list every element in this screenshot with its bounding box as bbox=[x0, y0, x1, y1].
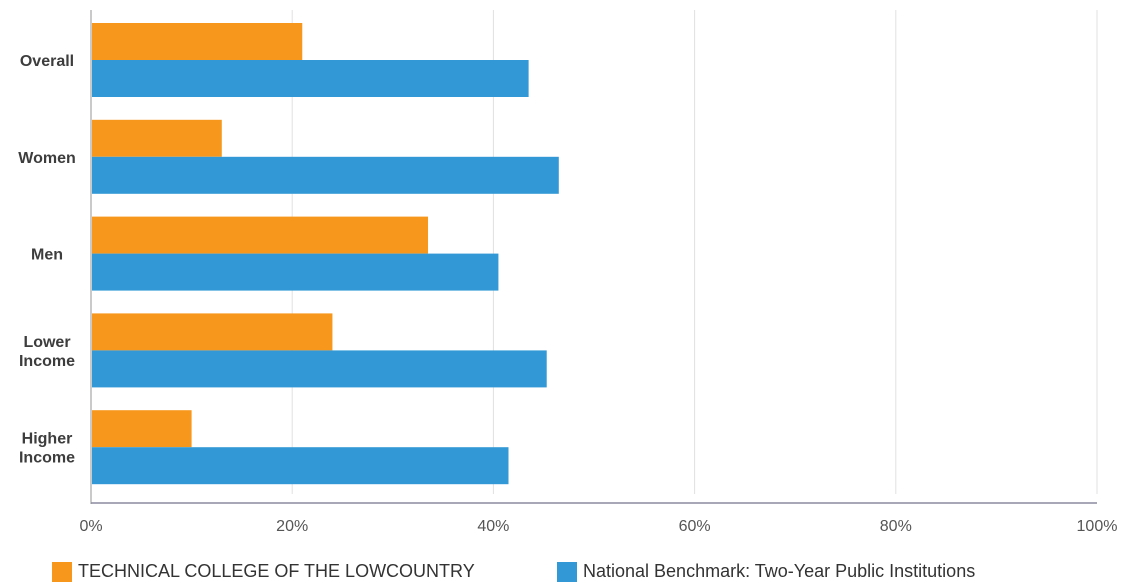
legend: TECHNICAL COLLEGE OF THE LOWCOUNTRY Nati… bbox=[0, 560, 1121, 583]
bar-college[interactable] bbox=[92, 119, 222, 157]
category-label: Women bbox=[18, 150, 75, 167]
category-label: Men bbox=[31, 247, 63, 264]
axes bbox=[90, 10, 1097, 504]
legend-swatch-benchmark bbox=[557, 561, 577, 582]
bar-benchmark[interactable] bbox=[92, 156, 559, 194]
category-label: Lower Income bbox=[19, 334, 75, 370]
x-tick-label: 0% bbox=[79, 518, 102, 535]
labels: 0% 20% 40% 60% 80% 100% Overall Women Men Lower In… bbox=[18, 53, 1117, 535]
x-tick-label: 60% bbox=[679, 518, 711, 535]
category-label: Higher Income bbox=[19, 431, 75, 467]
bar-college[interactable] bbox=[92, 216, 429, 254]
x-tick-label: 100% bbox=[1077, 518, 1118, 535]
legend-label-college: TECHNICAL COLLEGE OF THE LOWCOUNTRY bbox=[78, 561, 475, 581]
bar-benchmark[interactable] bbox=[92, 60, 529, 97]
x-tick-label: 80% bbox=[880, 518, 912, 535]
legend-label-benchmark: National Benchmark: Two-Year Public Inst… bbox=[583, 561, 976, 581]
bar-college[interactable] bbox=[92, 410, 192, 448]
bar-college[interactable] bbox=[92, 23, 303, 60]
bar-college[interactable] bbox=[92, 313, 333, 351]
bar-benchmark[interactable] bbox=[92, 447, 509, 485]
bar-benchmark[interactable] bbox=[92, 253, 499, 291]
x-tick-label: 40% bbox=[477, 518, 509, 535]
x-tick-label: 20% bbox=[276, 518, 308, 535]
legend-item-benchmark[interactable]: National Benchmark: Two-Year Public Inst… bbox=[557, 560, 975, 583]
legend-swatch-college bbox=[52, 561, 72, 582]
bar-benchmark[interactable] bbox=[92, 350, 547, 388]
legend-item-college[interactable]: TECHNICAL COLLEGE OF THE LOWCOUNTRY bbox=[52, 560, 475, 583]
category-label: Overall bbox=[20, 53, 74, 70]
bars bbox=[92, 23, 559, 485]
